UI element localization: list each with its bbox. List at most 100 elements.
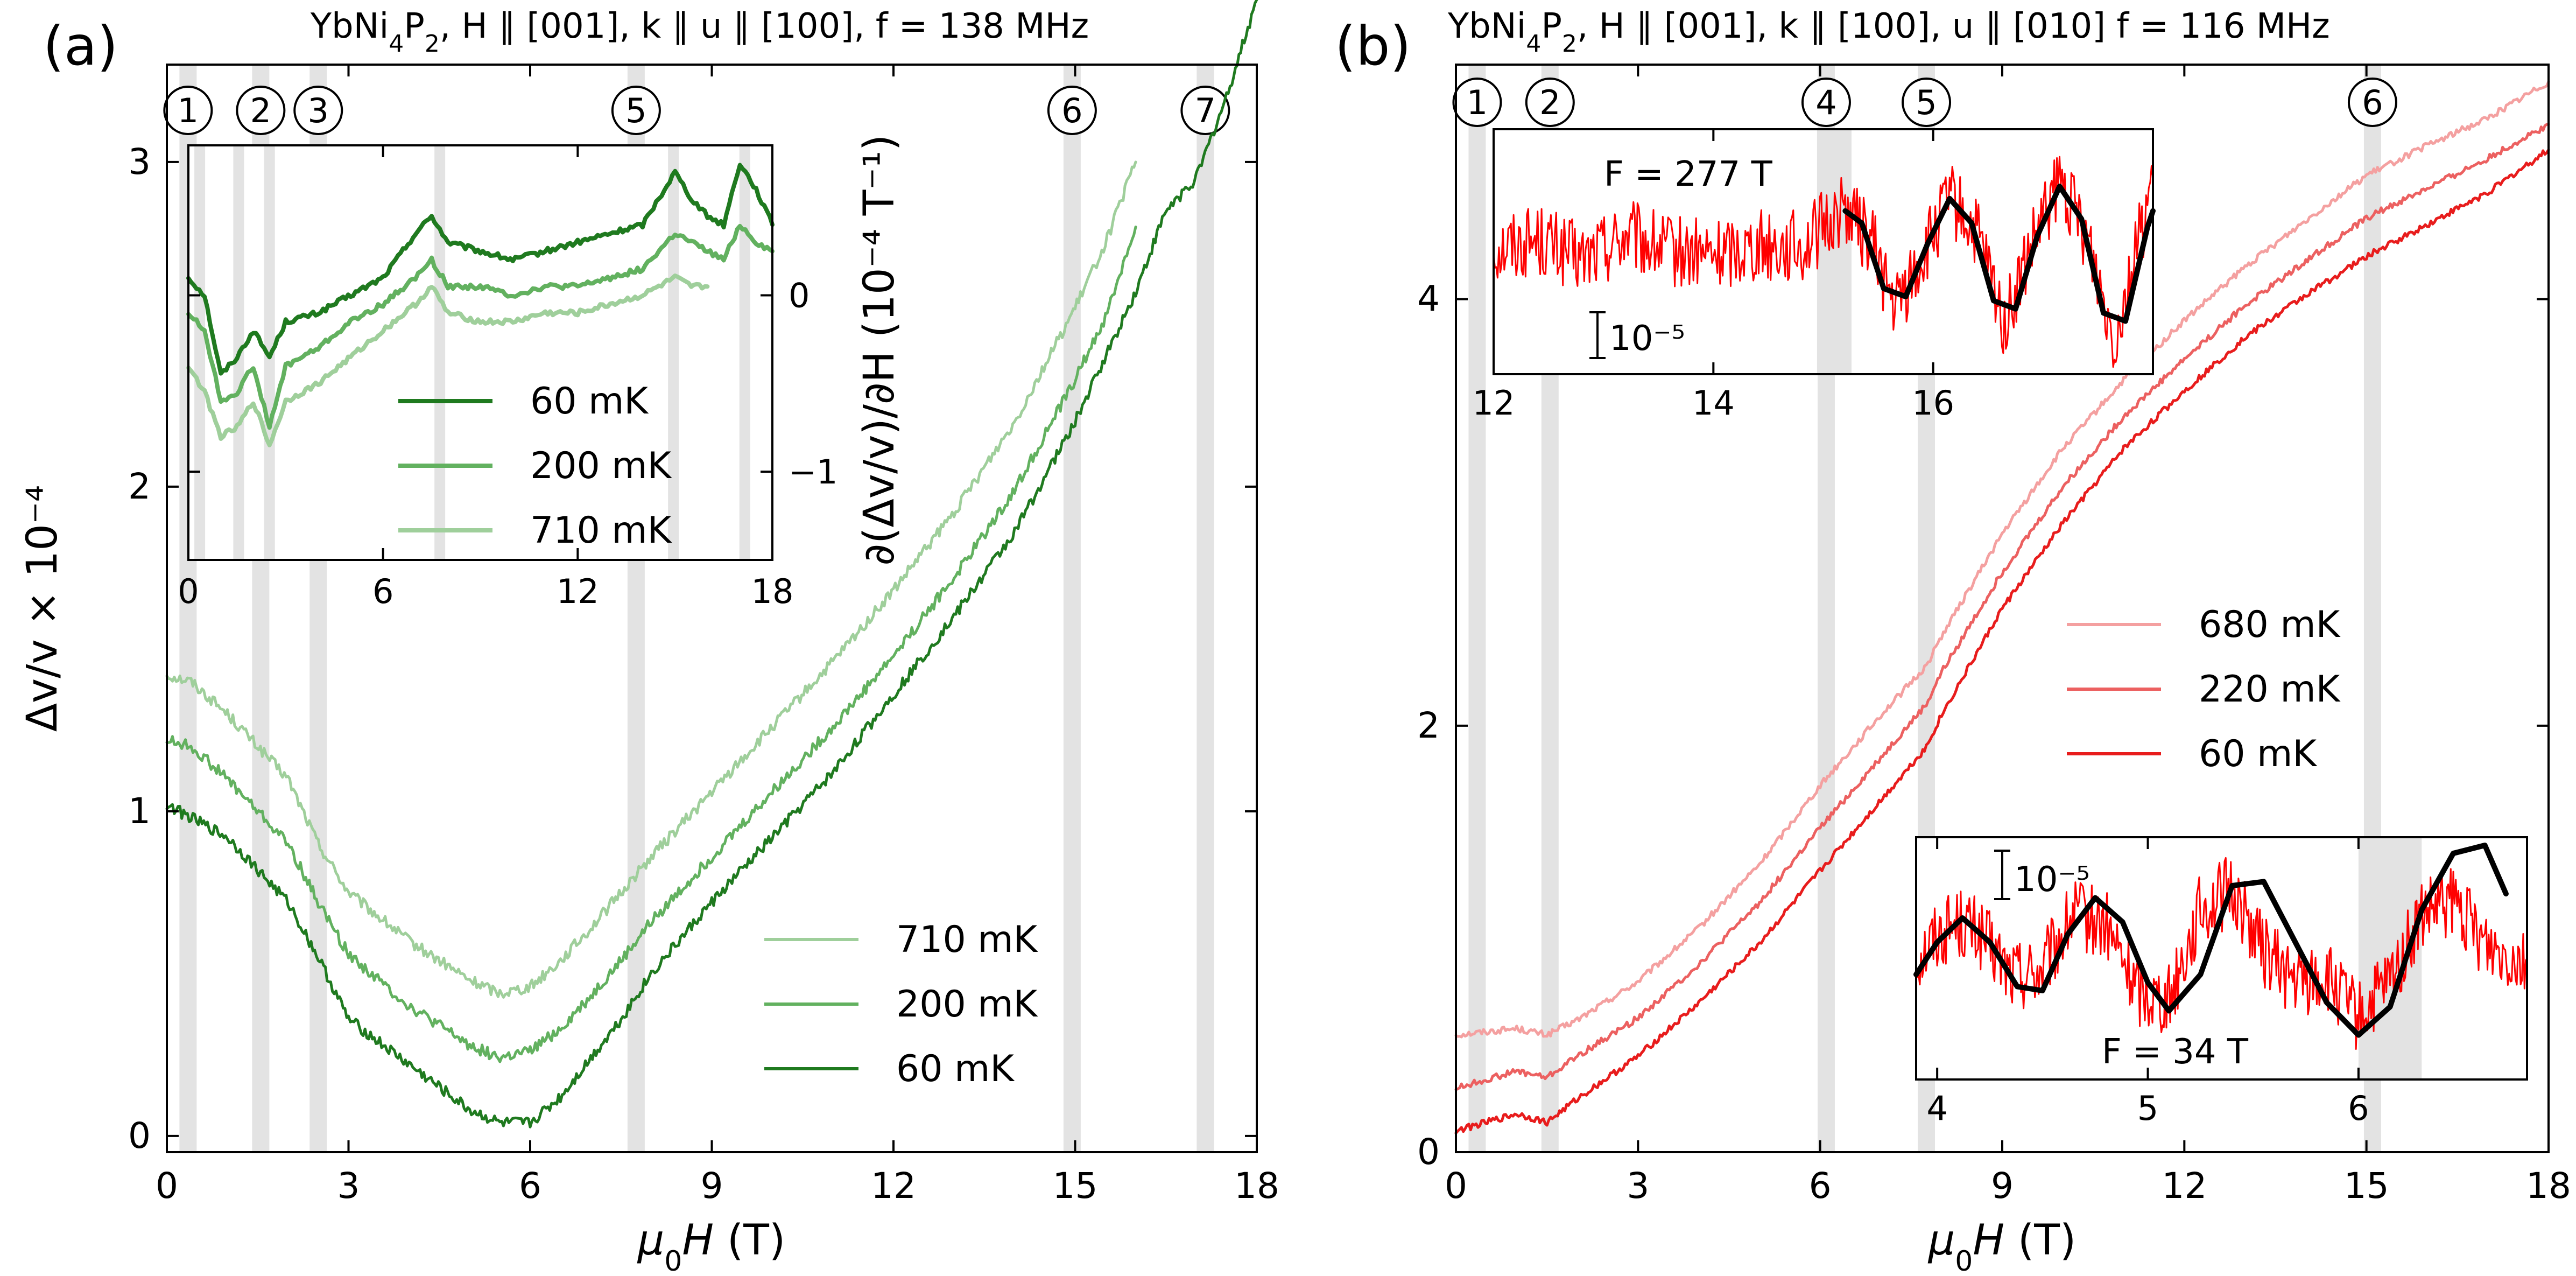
panel-a-title: YbNi4P2, H ∥ [001], k ∥ u ∥ [100], f = 1… xyxy=(310,6,1089,58)
y-tick-label: 2 xyxy=(128,466,151,507)
x-tick-label: 3 xyxy=(337,1165,360,1207)
x-tick-label: 0 xyxy=(156,1165,178,1207)
x-tick-label: 4 xyxy=(1926,1089,1947,1128)
panel-a-inset: 0 6 12 18 −1 0 ∂(Δv/v)/∂H (10⁻⁴ T⁻¹) 60 mK 2… xyxy=(178,135,904,611)
x-tick-label: 0 xyxy=(1445,1165,1467,1207)
series-710-mk xyxy=(186,274,710,447)
legend-label-680mK: 680 mK xyxy=(2199,604,2341,646)
inset-b-lower-x-ticks: 4 5 6 xyxy=(1926,837,2369,1128)
x-tick-label: 12 xyxy=(557,572,599,611)
series-200-mk xyxy=(186,223,775,430)
legend-label-710mK: 710 mK xyxy=(896,919,1039,961)
panel-b-markers: 1 2 4 5 6 xyxy=(1452,78,2397,127)
shaded-band xyxy=(668,145,679,560)
x-tick-label: 6 xyxy=(2348,1089,2369,1128)
panel-a-series xyxy=(165,0,1258,1128)
inset-legend-label-60mK: 60 mK xyxy=(530,380,649,423)
inset-a-frame xyxy=(187,144,773,561)
inset-b-upper-scalebar: 10⁻⁵ xyxy=(1589,311,1685,359)
x-tick-label: 15 xyxy=(1053,1165,1098,1207)
panel-b-series xyxy=(1454,80,2550,1135)
panel-b-letter: (b) xyxy=(1335,15,1411,78)
y-tick-label: −1 xyxy=(789,452,837,492)
x-tick-label: 9 xyxy=(701,1165,723,1207)
series-data xyxy=(1493,156,2154,368)
marker-label: 2 xyxy=(1539,83,1560,122)
x-tick-label: 5 xyxy=(2137,1089,2158,1128)
marker-circle xyxy=(1801,78,1851,127)
panel-b-y-ticks: 0 2 4 xyxy=(1417,278,2549,1173)
legend-label-60mK: 60 mK xyxy=(896,1048,1015,1090)
inset-b-upper-series xyxy=(1493,156,2156,368)
inset-b-lower-frequency: F = 34 T xyxy=(2102,1032,2249,1072)
marker-circle xyxy=(293,86,343,135)
marker-circle xyxy=(1902,78,1952,127)
x-tick-label: 3 xyxy=(1627,1165,1649,1207)
marker-label: 5 xyxy=(1916,83,1937,122)
shaded-band xyxy=(1817,129,1852,374)
panel-b-inset-upper: 12 14 16 F = 277 T 10⁻⁵ xyxy=(1473,128,2156,423)
marker-label: 5 xyxy=(625,91,646,130)
inset-a-y-ticks: −1 0 xyxy=(188,276,837,492)
x-tick-label: 15 xyxy=(2344,1165,2389,1207)
inset-b-lower-frame xyxy=(1915,836,2528,1081)
shaded-band xyxy=(434,145,446,560)
inset-b-upper-frequency: F = 277 T xyxy=(1604,155,1773,194)
shaded-band xyxy=(1196,65,1214,1152)
x-tick-label: 12 xyxy=(2162,1165,2207,1207)
x-tick-label: 0 xyxy=(178,572,199,611)
y-tick-label: 1 xyxy=(128,790,151,832)
marker-label: 3 xyxy=(308,91,329,130)
marker-circle xyxy=(2347,78,2397,127)
inset-b-upper-frame xyxy=(1493,128,2154,375)
series-fit xyxy=(1842,184,2156,324)
inset-legend-label-200mK: 200 mK xyxy=(530,445,673,487)
marker-label: 6 xyxy=(2362,83,2383,122)
panel-a-legend: 710 mK 200 mK 60 mK xyxy=(764,919,1039,1090)
panel-b-x-ticks: 0 3 6 9 12 15 18 xyxy=(1445,65,2571,1207)
inset-a-background xyxy=(188,145,772,560)
x-tick-label: 9 xyxy=(1991,1165,2014,1207)
inset-a-x-ticks: 0 6 12 18 xyxy=(178,145,793,611)
panel-a-y-label: Δv/v × 10⁻⁴ xyxy=(18,485,67,732)
legend-label-60mK-b: 60 mK xyxy=(2199,733,2318,775)
inset-a-series xyxy=(186,163,775,447)
inset-b-upper-scalebar-label: 10⁻⁵ xyxy=(1609,319,1685,359)
marker-label: 1 xyxy=(178,91,199,130)
inset-b-upper-bands xyxy=(1817,129,1852,374)
marker-label: 2 xyxy=(250,91,271,130)
panel-a: (a) YbNi4P2, H ∥ [001], k ∥ u ∥ [100], f… xyxy=(18,0,1279,1276)
series-220-mk xyxy=(1454,123,2550,1091)
y-tick-label: 0 xyxy=(789,276,810,316)
panel-b: (b) YbNi4P2, H ∥ [001], k ∥ [100], u ∥ [… xyxy=(1335,6,2571,1276)
inset-b-lower-scalebar-label: 10⁻⁵ xyxy=(2014,860,2090,900)
panel-a-x-ticks: 0 3 6 9 12 15 18 xyxy=(156,65,1279,1207)
x-tick-label: 6 xyxy=(372,572,393,611)
y-tick-label: 0 xyxy=(128,1115,151,1156)
y-tick-label: 4 xyxy=(1417,278,1440,320)
inset-b-upper-x-ticks: 12 14 16 xyxy=(1473,129,1954,423)
marker-label: 4 xyxy=(1815,83,1836,122)
x-tick-label: 6 xyxy=(519,1165,541,1207)
panel-b-legend: 680 mK 220 mK 60 mK xyxy=(2067,604,2341,775)
series-710-mk xyxy=(165,160,1137,999)
x-tick-label: 18 xyxy=(2526,1165,2571,1207)
panel-b-inset-lower: 4 5 6 F = 34 T 10⁻⁵ xyxy=(1913,836,2528,1128)
inset-b-lower-series xyxy=(1913,843,2528,1050)
shaded-band xyxy=(1468,65,1486,1152)
inset-a-legend: 60 mK 200 mK 710 mK xyxy=(398,380,673,552)
legend-label-200mK: 200 mK xyxy=(896,983,1039,1026)
series-60-mk xyxy=(186,163,775,376)
series-60-mk xyxy=(165,0,1258,1128)
x-tick-label: 6 xyxy=(1809,1165,1832,1207)
marker-label: 6 xyxy=(1061,91,1082,130)
marker-circle xyxy=(611,86,661,135)
marker-circle xyxy=(1047,86,1097,135)
marker-circle xyxy=(1525,78,1575,127)
panel-a-x-label: μ0H (T) xyxy=(637,1216,786,1276)
series-60-mk xyxy=(1454,148,2550,1135)
x-tick-label: 12 xyxy=(1473,383,1515,423)
